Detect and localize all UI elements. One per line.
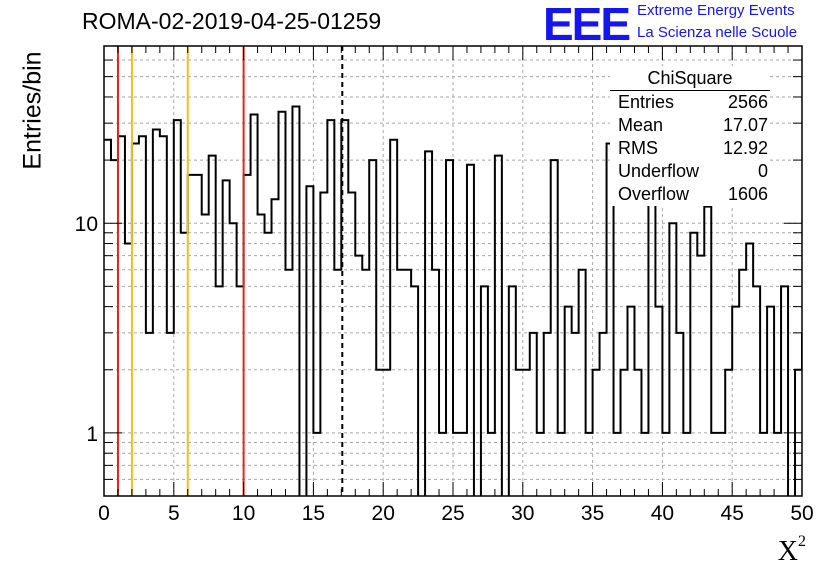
x-tick-label: 35 — [581, 502, 604, 525]
x-tick-label: 40 — [651, 502, 674, 525]
stats-value: 2566 — [727, 92, 768, 112]
histogram-line — [104, 105, 802, 496]
y-axis-label: Entries/bin — [18, 51, 47, 170]
stats-box: ChiSquare Entries 2566 Mean 17.07 RMS 12.92… — [610, 66, 770, 206]
x-axis-label-text: X — [777, 536, 798, 567]
y-tick-label: 10 — [75, 213, 98, 236]
logo-tagline-2: La Scienza nelle Scuole — [637, 24, 798, 41]
chart-title: ROMA-02-2019-04-25-01259 — [82, 8, 382, 34]
x-tick-label: 10 — [232, 502, 255, 525]
x-tick-label: 50 — [790, 502, 813, 525]
stats-value: 0 — [757, 161, 768, 181]
logo-tagline-1: Extreme Energy Events — [637, 2, 795, 19]
stats-label: Mean — [618, 115, 664, 135]
y-tick-label: 1 — [86, 423, 98, 446]
x-tick-label: 5 — [168, 502, 180, 525]
x-tick-label: 15 — [302, 502, 325, 525]
x-tick-label: 25 — [441, 502, 464, 525]
stats-row: Entries 2566 — [610, 91, 770, 114]
stats-title: ChiSquare — [610, 66, 770, 91]
eee-logo: EEE — [543, 0, 631, 50]
stats-label: Underflow — [618, 161, 700, 181]
x-tick-label: 30 — [511, 502, 534, 525]
stats-value: 17.07 — [722, 115, 768, 135]
stats-row: Underflow 0 — [610, 160, 770, 183]
x-tick-label: 20 — [372, 502, 395, 525]
stats-label: Overflow — [618, 184, 690, 204]
x-axis-label-superscript: 2 — [798, 532, 806, 550]
x-tick-label: 0 — [98, 502, 110, 525]
stats-row: Overflow 1606 — [610, 183, 770, 206]
x-axis-label: X2 — [777, 532, 806, 568]
x-tick-label: 45 — [721, 502, 744, 525]
stats-row: RMS 12.92 — [610, 137, 770, 160]
stats-value: 1606 — [727, 184, 768, 204]
stats-value: 12.92 — [722, 138, 768, 158]
stats-label: RMS — [618, 138, 658, 158]
stats-row: Mean 17.07 — [610, 114, 770, 137]
stats-label: Entries — [618, 92, 675, 112]
